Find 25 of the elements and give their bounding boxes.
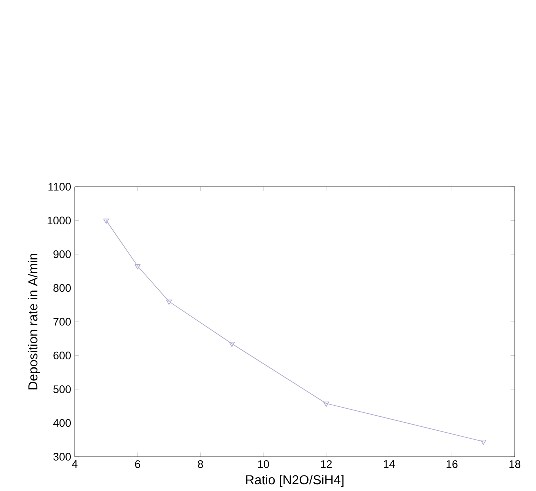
x-tick-label: 16	[446, 460, 458, 469]
point	[480, 440, 487, 446]
x-tick-label: 4	[72, 460, 78, 468]
point	[229, 342, 236, 348]
x-tick-label: 18	[510, 460, 521, 469]
y-tick-label: 800	[54, 284, 72, 292]
x-tick-label: 10	[258, 460, 270, 469]
point	[103, 219, 110, 224]
x-tick-label: 12	[321, 460, 332, 468]
x-tick-label: 14	[384, 460, 396, 468]
y-tick-label: 900	[54, 250, 72, 259]
y-tick-label: 700	[54, 318, 72, 326]
y-tick-label: 300	[54, 453, 72, 462]
y-tick-label: 500	[54, 386, 72, 394]
point	[166, 300, 172, 306]
point	[134, 264, 141, 270]
y-tick-label: 600	[54, 352, 72, 360]
y-tick-label: 1000	[48, 217, 72, 225]
x-axis-title: Ratio [N2O/SiH4]	[246, 475, 344, 488]
y-tick-label: 1100	[48, 183, 72, 192]
y-axis-title: Deposition rate in A/min	[28, 254, 40, 390]
point	[323, 402, 330, 408]
x-tick-label: 6	[135, 460, 140, 469]
x-tick-label: 8	[198, 460, 204, 469]
y-tick-label: 400	[53, 420, 72, 428]
